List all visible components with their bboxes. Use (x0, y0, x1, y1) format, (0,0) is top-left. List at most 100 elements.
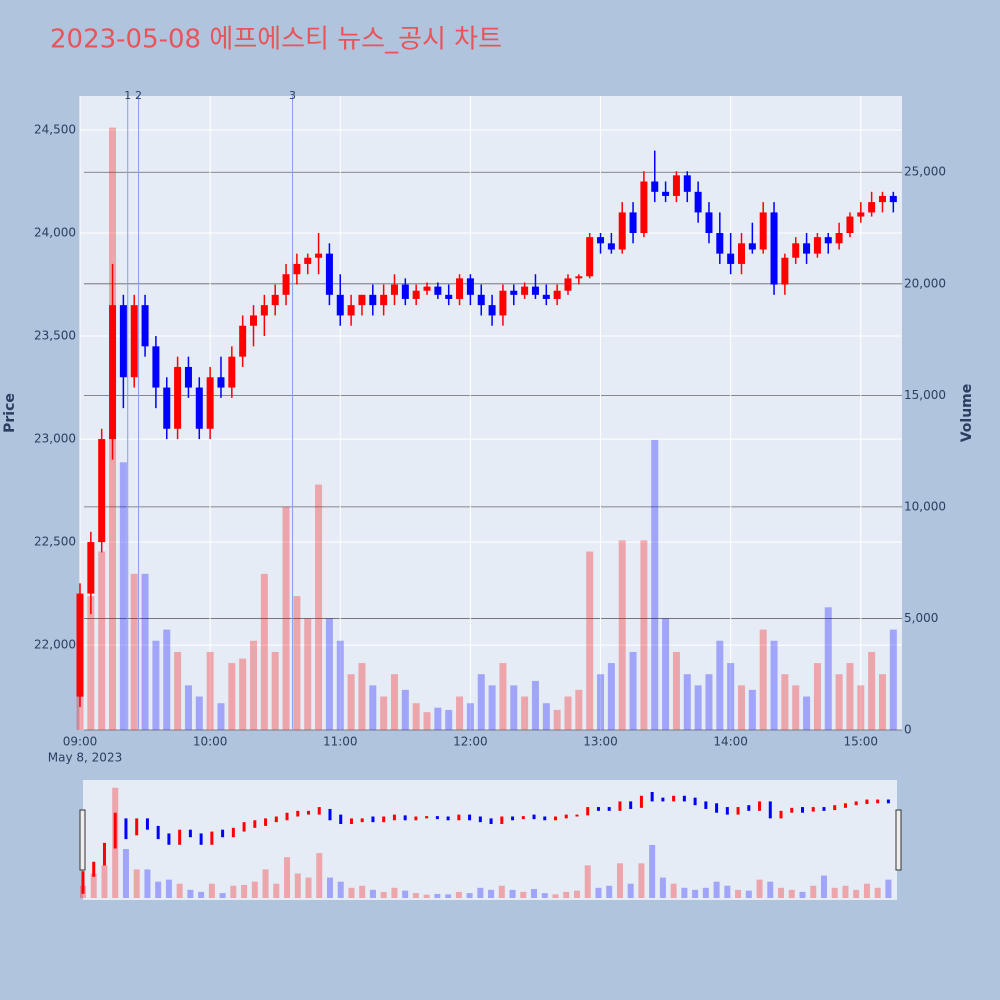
volume-bar (401, 689, 409, 730)
volume-bar (477, 674, 485, 730)
volume-bar (824, 607, 832, 730)
y-tick-label: 24,500 (34, 122, 76, 136)
slider-volume-bar (434, 893, 441, 898)
slider-handle-right[interactable] (895, 809, 902, 871)
slider-volume-bar (326, 877, 333, 898)
slider-volume-bar (573, 890, 580, 898)
annotation-label: 1 (124, 89, 131, 102)
volume-bar (358, 663, 366, 730)
volume-bar (260, 573, 268, 730)
slider-volume-bar (670, 883, 677, 898)
candle-body (510, 290, 518, 295)
slider-volume-bar (531, 889, 538, 898)
volume-bar (586, 551, 594, 730)
y2-tick-label: 25,000 (904, 165, 946, 179)
candle-body (488, 305, 496, 316)
candle-body (141, 305, 149, 347)
slider-volume-bar (294, 873, 301, 898)
candle-body (868, 202, 876, 213)
slider-volume-bar (756, 879, 763, 898)
candle-body (119, 305, 127, 378)
slider-volume-bar (348, 887, 355, 898)
candle-body (846, 216, 854, 234)
range-slider[interactable] (83, 780, 897, 900)
slider-volume-bar (541, 893, 548, 898)
slider-volume-bar (724, 885, 731, 898)
candle-body (174, 366, 182, 429)
candle-body (315, 253, 323, 258)
volume-bar (575, 689, 583, 730)
candle-body (380, 294, 388, 306)
candle-body (575, 276, 583, 279)
slider-volume-bar (702, 887, 709, 898)
slider-volume-bar (778, 887, 785, 898)
candle-body (401, 284, 409, 299)
candle-body (531, 286, 539, 295)
slider-volume-bar (402, 890, 409, 898)
slider-volume-bar (563, 891, 570, 898)
candle-body (87, 542, 95, 594)
candle-body (651, 181, 659, 192)
candle-body (336, 294, 344, 316)
volume-bar (803, 696, 811, 730)
slider-volume-bar (595, 887, 602, 898)
volume-bar (152, 640, 160, 730)
volume-bar (206, 651, 214, 730)
volume-bar (239, 658, 247, 730)
candle-body (423, 286, 431, 291)
candle-body (228, 356, 236, 388)
candle-body (304, 257, 312, 264)
candle-body (597, 237, 605, 244)
slider-volume-bar (606, 885, 613, 898)
y2-tick-label: 15,000 (904, 388, 946, 402)
slider-volume-bar (241, 884, 248, 898)
candle-body (553, 290, 561, 299)
y-tick-label: 22,500 (34, 535, 76, 549)
volume-bar (813, 663, 821, 730)
volume-bar (792, 685, 800, 730)
x-tick-label: 14:00 (713, 735, 748, 749)
slider-volume-bar (391, 887, 398, 898)
slider-volume-bar (316, 853, 323, 898)
volume-bar (705, 674, 713, 730)
candle-body (564, 278, 572, 291)
candle-body (163, 387, 171, 429)
candle-body (412, 290, 420, 299)
candle-body (282, 274, 290, 295)
candle-body (738, 243, 746, 264)
annotation-label: 2 (135, 89, 142, 102)
slider-volume-bar (284, 857, 291, 898)
candle-body (130, 305, 138, 378)
slider-volume-bar (455, 891, 462, 898)
volume-bar (271, 651, 279, 730)
volume-bar (466, 703, 474, 730)
slider-volume-bar (477, 887, 484, 898)
volume-bar (770, 640, 778, 730)
candle-body (629, 212, 637, 234)
y-tick-label: 24,000 (34, 226, 76, 240)
slider-volume-bar (584, 865, 591, 898)
volume-bar (889, 629, 897, 730)
y2-tick-label: 10,000 (904, 499, 946, 513)
slider-volume-bar (627, 883, 634, 898)
slider-volume-bar (133, 869, 140, 898)
slider-volume-bar (863, 883, 870, 898)
slider-handle-left[interactable] (79, 809, 86, 871)
x-tick-label: 15:00 (843, 735, 878, 749)
volume-bar (748, 689, 756, 730)
slider-volume-bar (208, 883, 215, 898)
slider-volume-bar (466, 893, 473, 898)
candle-body (759, 212, 767, 250)
volume-bar (694, 685, 702, 730)
volume-bar (521, 696, 529, 730)
volume-bar (369, 685, 377, 730)
candle-body (640, 181, 648, 234)
y-tick-label: 23,000 (34, 432, 76, 446)
slider-volume-bar (616, 863, 623, 898)
candle-body (390, 284, 398, 295)
slider-volume-bar (187, 889, 194, 898)
slider-volume-bar (369, 889, 376, 898)
volume-bar (662, 618, 670, 730)
slider-volume-bar (230, 885, 237, 898)
volume-bar (683, 674, 691, 730)
